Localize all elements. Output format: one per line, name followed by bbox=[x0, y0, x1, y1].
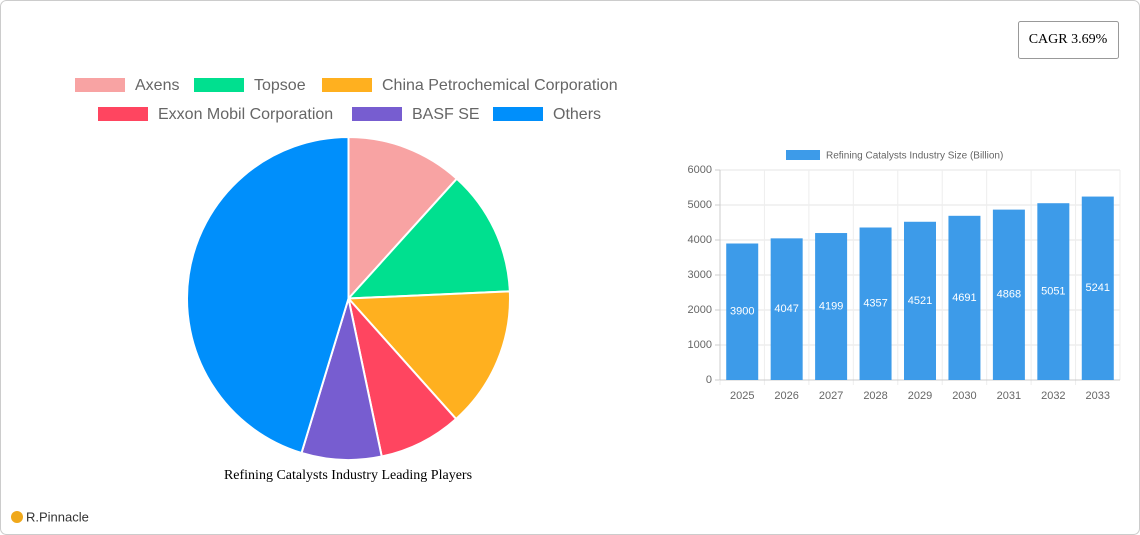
y-tick-label: 1000 bbox=[688, 339, 712, 351]
legend-swatch bbox=[194, 78, 244, 92]
legend-label: Axens bbox=[135, 77, 179, 94]
legend-label: China Petrochemical Corporation bbox=[382, 77, 618, 94]
value-label: 5051 bbox=[1041, 286, 1065, 298]
legend-swatch bbox=[75, 78, 125, 92]
bar bbox=[1037, 203, 1070, 380]
x-tick-label: 2025 bbox=[730, 390, 754, 402]
pie-slice bbox=[346, 177, 511, 300]
value-label: 4199 bbox=[819, 300, 843, 312]
y-tick-label: 6000 bbox=[688, 164, 712, 176]
x-tick-label: 2026 bbox=[774, 390, 798, 402]
legend-label: Refining Catalysts Industry Size (Billio… bbox=[826, 151, 1003, 162]
bar bbox=[859, 227, 892, 380]
legend-label: BASF SE bbox=[412, 106, 480, 123]
y-tick-label: 5000 bbox=[688, 199, 712, 211]
bar bbox=[815, 233, 848, 380]
bar bbox=[770, 238, 803, 380]
pie-slice bbox=[346, 290, 511, 421]
x-tick-label: 2031 bbox=[997, 390, 1021, 402]
cagr-label: CAGR 3.69% bbox=[1029, 32, 1108, 47]
bar bbox=[948, 215, 981, 380]
legend-label: Topsoe bbox=[254, 77, 306, 94]
bar bbox=[904, 221, 936, 380]
value-label: 5241 bbox=[1086, 282, 1110, 294]
bar bbox=[1081, 196, 1114, 380]
legend-swatch bbox=[786, 150, 820, 160]
legend-label: Exxon Mobil Corporation bbox=[158, 106, 333, 123]
value-label: 4047 bbox=[774, 303, 798, 315]
bar bbox=[992, 209, 1025, 380]
value-label: 3900 bbox=[730, 306, 754, 318]
x-tick-label: 2032 bbox=[1041, 390, 1065, 402]
legend-label: Others bbox=[553, 106, 601, 123]
value-label: 4357 bbox=[863, 298, 887, 310]
pie-slice bbox=[347, 135, 459, 302]
cagr-box bbox=[1018, 21, 1119, 59]
x-tick-label: 2028 bbox=[863, 390, 887, 402]
bar bbox=[726, 243, 759, 380]
y-tick-label: 3000 bbox=[688, 269, 712, 281]
y-tick-label: 2000 bbox=[688, 304, 712, 316]
pie-title: Refining Catalysts Industry Leading Play… bbox=[224, 468, 472, 483]
x-tick-label: 2029 bbox=[908, 390, 932, 402]
y-tick-label: 0 bbox=[706, 374, 712, 386]
legend-swatch bbox=[322, 78, 372, 92]
x-tick-label: 2033 bbox=[1086, 390, 1110, 402]
x-tick-label: 2027 bbox=[819, 390, 843, 402]
pie-slice bbox=[186, 135, 350, 455]
value-label: 4521 bbox=[908, 295, 932, 307]
y-tick-label: 4000 bbox=[688, 234, 712, 246]
brand-icon bbox=[11, 511, 23, 523]
legend-swatch bbox=[352, 107, 402, 121]
value-label: 4691 bbox=[952, 292, 976, 304]
legend-swatch bbox=[493, 107, 543, 121]
legend-swatch bbox=[98, 107, 148, 121]
brand: R.Pinnacle bbox=[26, 509, 89, 524]
value-label: 4868 bbox=[997, 289, 1021, 301]
x-tick-label: 2030 bbox=[952, 390, 976, 402]
